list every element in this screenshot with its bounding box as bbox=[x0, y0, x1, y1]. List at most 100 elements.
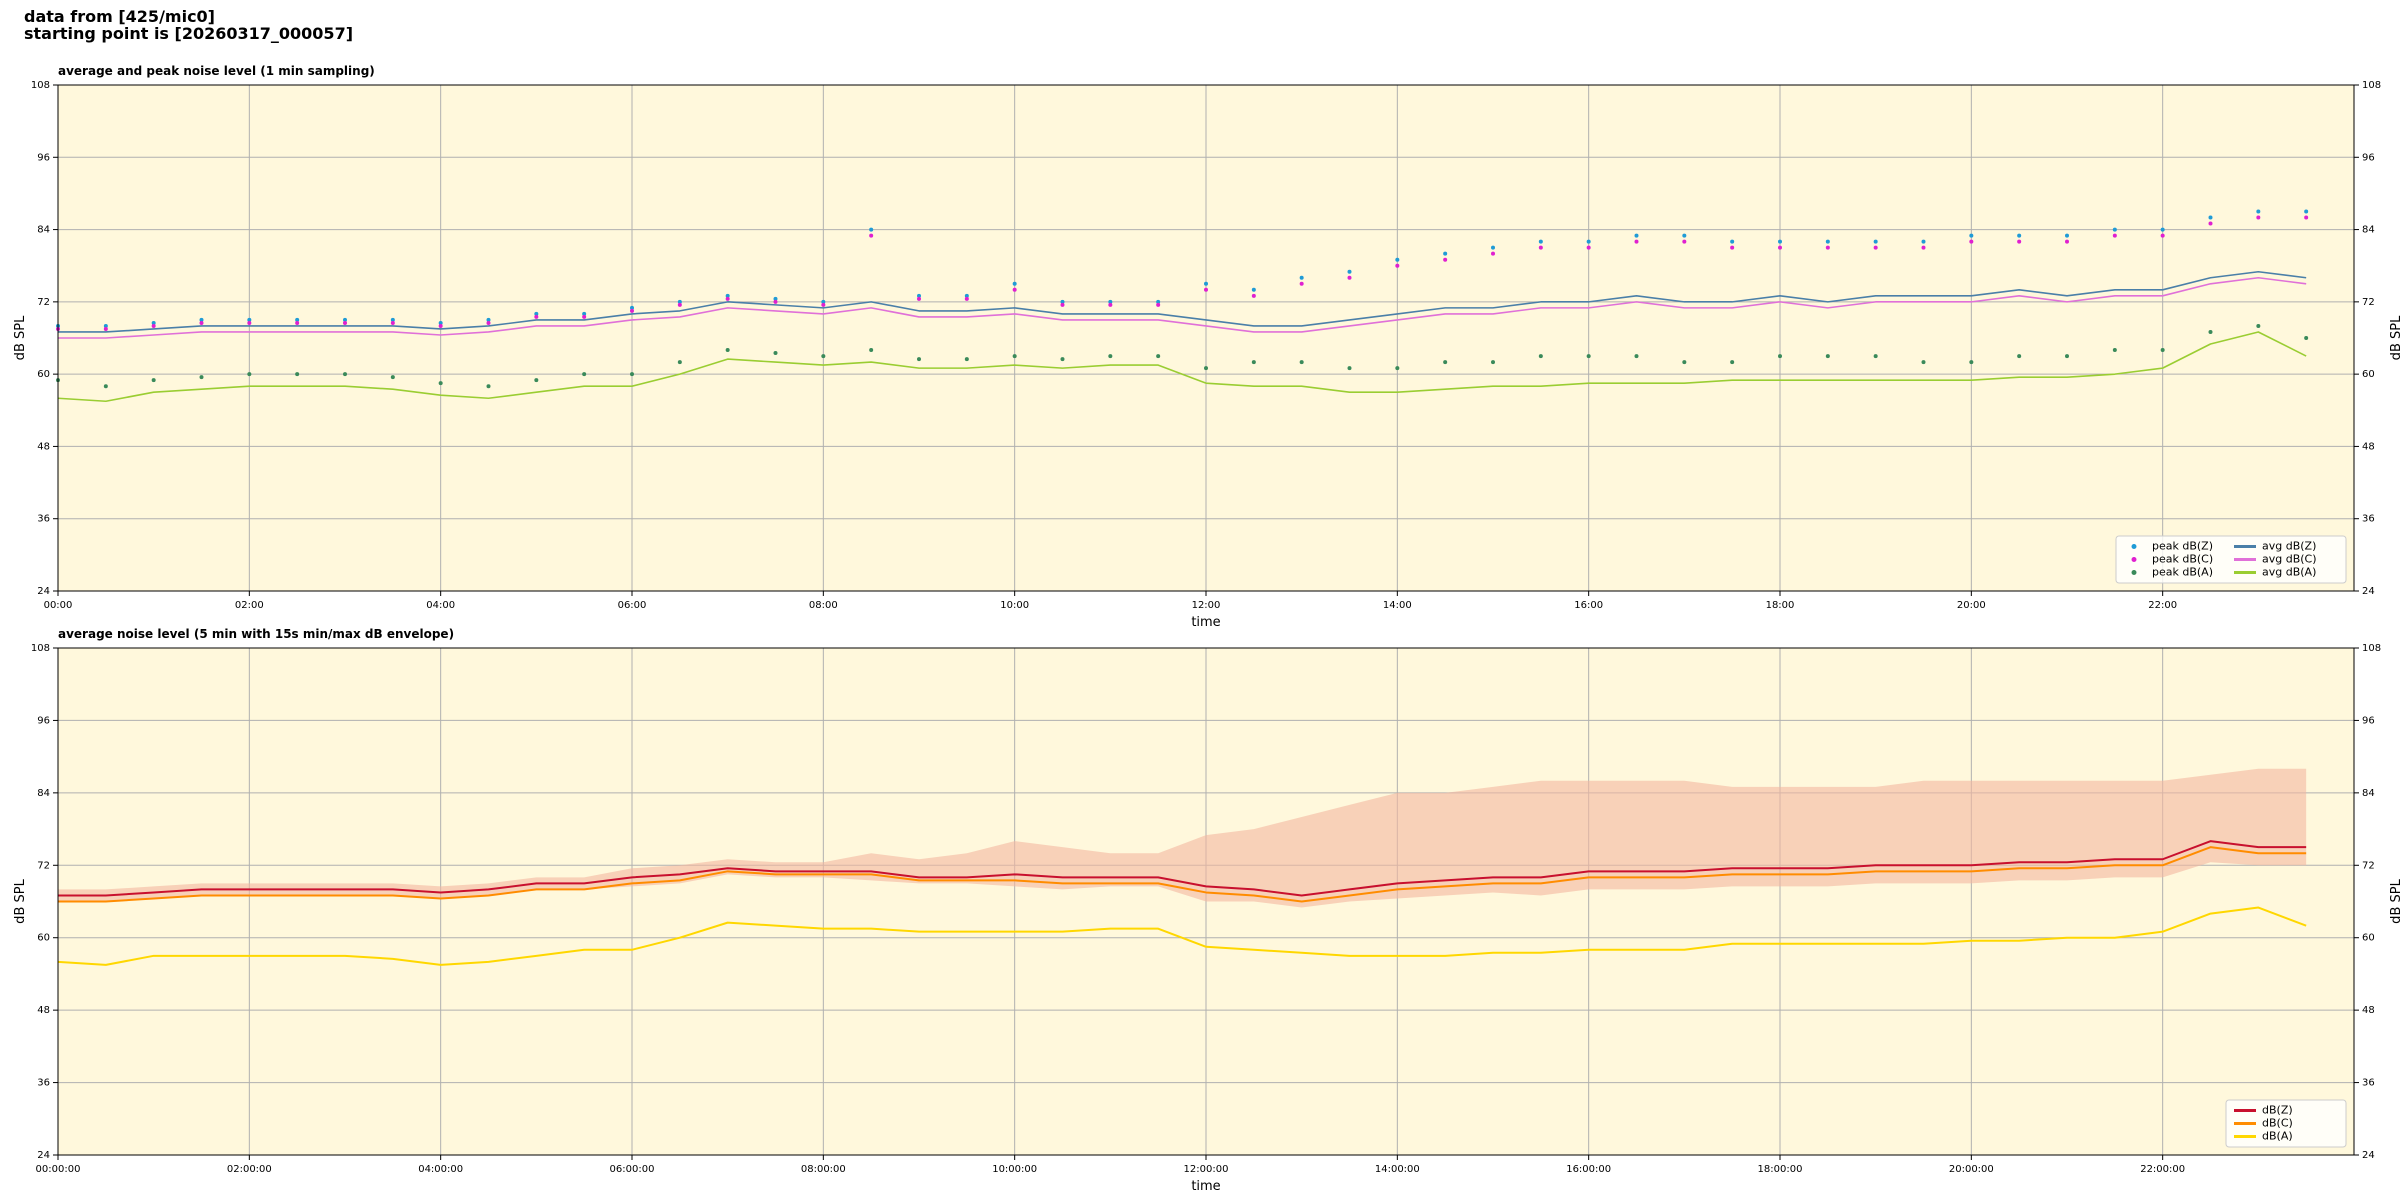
peak-point bbox=[1682, 233, 1687, 238]
y2-tick-label: 84 bbox=[2362, 788, 2375, 799]
series-line bbox=[58, 276, 2307, 339]
peak-point bbox=[295, 317, 300, 322]
peak-point bbox=[1299, 281, 1304, 286]
peak-point bbox=[1012, 287, 1017, 292]
peak-point bbox=[438, 323, 443, 328]
peak-point bbox=[1347, 275, 1352, 280]
peak-point bbox=[2112, 233, 2117, 238]
peak-point bbox=[1873, 354, 1878, 359]
y2-tick-label: 96 bbox=[2362, 152, 2375, 163]
peak-point bbox=[1108, 299, 1113, 304]
peak-point bbox=[1825, 354, 1830, 359]
y2-tick-label: 84 bbox=[2362, 225, 2375, 236]
peak-point bbox=[2112, 227, 2117, 232]
peak-point bbox=[1060, 302, 1065, 307]
y-tick-label: 84 bbox=[37, 788, 50, 799]
peak-point bbox=[2112, 348, 2117, 353]
peak-point bbox=[1921, 245, 1926, 250]
x-tick-label: 14:00:00 bbox=[1375, 1164, 1420, 1175]
legend-label: dB(A) bbox=[2262, 1130, 2293, 1143]
y2-tick-label: 108 bbox=[2362, 80, 2381, 91]
header-line: data from [425/mic0] bbox=[24, 7, 215, 26]
legend-label: peak dB(C) bbox=[2152, 553, 2213, 566]
peak-point bbox=[199, 375, 204, 380]
legend-label: avg dB(A) bbox=[2262, 566, 2316, 579]
y2-tick-label: 60 bbox=[2362, 369, 2375, 380]
peak-point bbox=[1586, 245, 1591, 250]
peak-point bbox=[151, 378, 156, 383]
y2-tick-label: 48 bbox=[2362, 1005, 2375, 1016]
peak-point bbox=[1491, 360, 1495, 365]
peak-point bbox=[869, 227, 874, 232]
peak-point bbox=[917, 293, 921, 298]
peak-point bbox=[1156, 354, 1161, 359]
y-tick-label: 108 bbox=[31, 80, 50, 91]
x-tick-label: 06:00:00 bbox=[610, 1164, 655, 1175]
peak-point bbox=[2017, 354, 2022, 359]
peak-point bbox=[2160, 348, 2165, 353]
y-tick-label: 36 bbox=[37, 514, 50, 525]
header-line: starting point is [20260317_000057] bbox=[24, 24, 353, 43]
peak-point bbox=[1204, 366, 1208, 371]
y-tick-label: 60 bbox=[37, 933, 50, 944]
peak-point bbox=[2208, 329, 2213, 334]
peak-point bbox=[1873, 239, 1878, 244]
peak-point bbox=[247, 372, 252, 377]
peak-point bbox=[1251, 293, 1256, 298]
peak-point bbox=[1921, 239, 1926, 244]
peak-point bbox=[390, 317, 395, 322]
peak-point bbox=[677, 299, 682, 304]
x-tick-label: 08:00:00 bbox=[801, 1164, 846, 1175]
peak-point bbox=[2304, 209, 2309, 214]
x-tick-label: 08:00 bbox=[809, 600, 838, 611]
peak-point bbox=[2208, 221, 2213, 226]
peak-point bbox=[773, 351, 778, 356]
peak-point bbox=[1347, 366, 1352, 371]
peak-point bbox=[1491, 251, 1495, 256]
y2-tick-label: 96 bbox=[2362, 715, 2375, 726]
peak-point bbox=[1156, 302, 1161, 307]
peak-point bbox=[2256, 209, 2261, 214]
peak-point bbox=[1443, 360, 1448, 365]
peak-point bbox=[1204, 287, 1208, 292]
peak-point bbox=[103, 323, 108, 328]
peak-point bbox=[869, 348, 874, 353]
x-tick-label: 02:00:00 bbox=[227, 1164, 272, 1175]
x-tick-label: 18:00:00 bbox=[1758, 1164, 1803, 1175]
y2-axis-label: dB SPL bbox=[2389, 878, 2400, 923]
peak-point bbox=[1730, 239, 1735, 244]
envelope bbox=[58, 768, 2307, 908]
legend-frame bbox=[2115, 535, 2347, 584]
peak-point bbox=[390, 375, 395, 380]
x-tick-label: 04:00:00 bbox=[418, 1164, 463, 1175]
x-tick-label: 10:00:00 bbox=[992, 1164, 1037, 1175]
peak-point bbox=[1730, 360, 1735, 365]
x-tick-label: 20:00:00 bbox=[1949, 1164, 1994, 1175]
peak-point bbox=[438, 381, 443, 386]
peak-point bbox=[103, 326, 108, 331]
y2-tick-label: 72 bbox=[2362, 860, 2375, 871]
series-line bbox=[58, 846, 2307, 903]
legend-label: peak dB(A) bbox=[2152, 566, 2213, 579]
peak-point bbox=[1969, 360, 1974, 365]
peak-point bbox=[1825, 245, 1830, 250]
peak-point bbox=[247, 320, 252, 325]
chart-title: average noise level (5 min with 15s min/… bbox=[58, 627, 454, 641]
peak-point bbox=[725, 296, 730, 301]
peak-point bbox=[2160, 227, 2165, 232]
legend-swatch bbox=[2131, 557, 2137, 562]
peak-point bbox=[534, 378, 539, 383]
peak-point bbox=[486, 384, 491, 389]
x-axis-label: time bbox=[1191, 1179, 1220, 1194]
y2-tick-label: 24 bbox=[2362, 1150, 2375, 1161]
y-tick-label: 84 bbox=[37, 225, 50, 236]
peak-point bbox=[295, 372, 300, 377]
peak-point bbox=[2065, 233, 2069, 238]
x-tick-label: 22:00:00 bbox=[2140, 1164, 2185, 1175]
peak-point bbox=[438, 320, 443, 325]
legend-label: dB(C) bbox=[2262, 1117, 2293, 1130]
y2-tick-label: 108 bbox=[2362, 643, 2381, 654]
peak-point bbox=[1491, 245, 1495, 250]
peak-point bbox=[1538, 239, 1543, 244]
